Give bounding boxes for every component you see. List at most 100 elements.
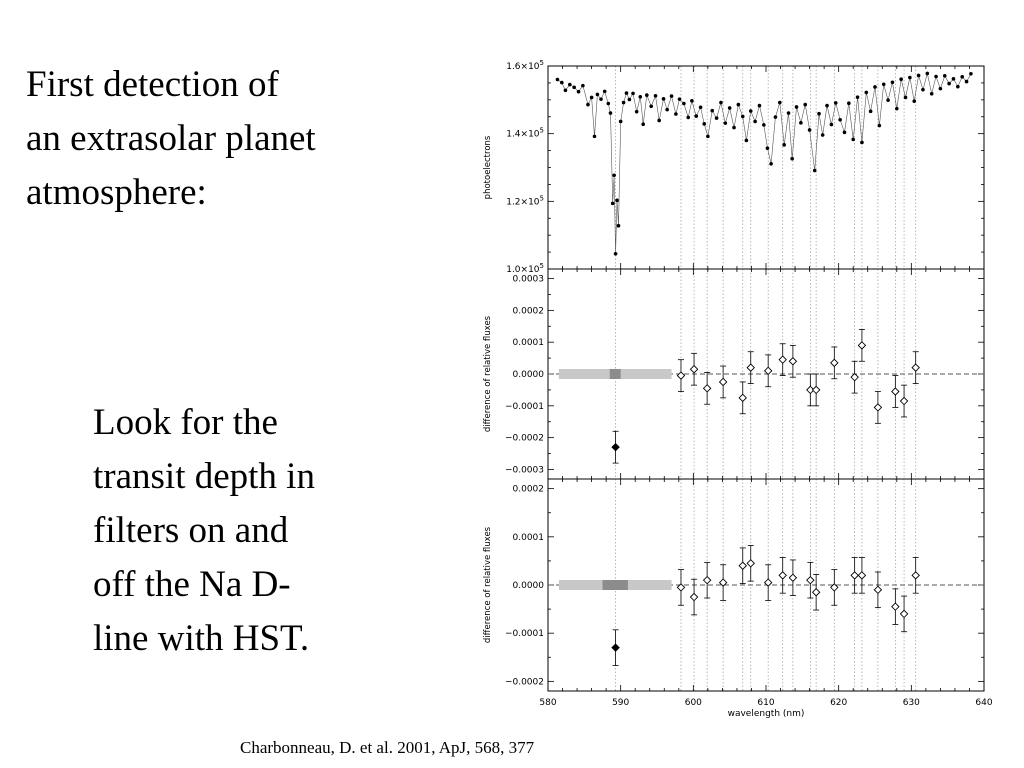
spectrum-point (786, 111, 791, 115)
y-tick-label: −0.0001 (505, 402, 544, 412)
spectrum-point (912, 99, 917, 103)
flux-difference-point (778, 571, 787, 580)
y-tick-label: 0.0001 (513, 338, 545, 348)
spectrum-point (794, 105, 799, 109)
figure-background (468, 52, 1000, 734)
spectrum-point (702, 122, 707, 126)
spectrum-point (807, 128, 812, 132)
spectrum-point (899, 77, 903, 81)
y-tick-label: 1.0×105 (506, 262, 544, 275)
spectrum-point (610, 201, 615, 206)
spectrum-point (934, 74, 938, 79)
spectrum-point (719, 100, 723, 105)
body-line: Look for the (93, 402, 278, 443)
flux-difference-point (891, 602, 900, 611)
spectrum-point (757, 103, 762, 108)
spectrum-point (572, 85, 576, 90)
spectrum-point (864, 90, 869, 95)
spectrum-point (698, 105, 703, 110)
spectrum-point (947, 81, 951, 86)
filter-band-core (602, 580, 628, 590)
spectrum-point (710, 108, 715, 113)
y-tick-label: 1.6×105 (506, 59, 544, 72)
spectrum-point (873, 85, 877, 89)
spectrum-point (903, 95, 908, 100)
spectrum-point (744, 138, 749, 143)
spectrum-point (690, 99, 694, 103)
flux-difference-point (850, 372, 859, 382)
spectrum-point (895, 106, 899, 111)
spectrum-point (612, 173, 616, 178)
body-line: transit depth in (93, 456, 315, 497)
spectrum-point (657, 118, 661, 123)
x-tick-label: 620 (830, 698, 847, 708)
flux-difference-point (830, 583, 839, 592)
spectrum-point (624, 91, 629, 95)
y-tick-label: 1.2×105 (506, 194, 544, 207)
y-tick-label: 0.0003 (513, 275, 545, 285)
filter-band-core (609, 369, 621, 379)
spectrum-point (727, 106, 732, 110)
flux-difference-point (702, 575, 712, 585)
spectrum-point (732, 125, 736, 130)
flux-difference-point (788, 357, 798, 366)
flux-difference-point (811, 587, 821, 597)
flux-difference-point (746, 559, 755, 568)
spectrum-point (736, 102, 741, 107)
body-line: off the Na D- (93, 564, 291, 605)
spectrum-point (790, 156, 794, 161)
spectrum-point (942, 74, 947, 78)
flux-difference-point (873, 585, 883, 595)
spectrum-point (661, 97, 666, 101)
spectrum-point (964, 79, 969, 84)
spectrum-point (613, 251, 618, 256)
x-tick-label: 580 (539, 698, 556, 708)
spectrum-point (820, 133, 825, 137)
slide-title: First detection of an extrasolar planet … (26, 58, 466, 220)
spectrum-point (618, 119, 623, 124)
spectrum-point (855, 95, 860, 99)
spectrum-point (833, 101, 838, 105)
y-tick-label: 0.0002 (513, 306, 545, 316)
spectrum-point (706, 134, 710, 139)
slide-body-text: Look for the transit depth in filters on… (93, 396, 453, 666)
spectrum-point (929, 91, 934, 96)
spectrum-point (778, 100, 782, 105)
spectrum-point (803, 102, 808, 107)
flux-difference-point (911, 363, 920, 372)
spectrum-point (576, 89, 581, 94)
flux-difference-point (746, 363, 755, 372)
spectrum-point (602, 89, 607, 94)
y-tick-label: 0.0001 (513, 533, 545, 543)
y-tick-label: 0.0000 (513, 581, 545, 591)
flux-difference-point (718, 377, 728, 387)
title-line: an extrasolar planet (26, 118, 316, 159)
spectrum-point (890, 80, 895, 85)
y-axis-label: photoelectrons (483, 135, 493, 199)
spectrum-point (723, 121, 728, 125)
spectrum-point (627, 97, 632, 102)
y-axis-label: difference of relative fluxes (483, 526, 493, 643)
spectrum-point (592, 134, 597, 139)
y-tick-label: −0.0002 (505, 434, 544, 444)
flux-difference-point (891, 387, 900, 396)
spectrum-point (921, 87, 925, 92)
spectrum-point (645, 93, 649, 97)
flux-difference-point (738, 561, 747, 570)
spectrum-point (686, 115, 691, 120)
spectrum-point (753, 119, 757, 124)
spectrum-point (555, 77, 560, 82)
flux-difference-point (911, 571, 920, 580)
spectrum-point (649, 104, 653, 109)
spectrum-point (762, 123, 766, 127)
spectrum-point (773, 115, 778, 119)
spectrum-point (886, 98, 890, 102)
spectrum-point (694, 114, 699, 118)
spectrum-point (616, 223, 621, 228)
spectrum-point (599, 97, 603, 101)
spectrum-point (665, 107, 669, 112)
spectrum-point (765, 146, 770, 151)
y-tick-label: 0.0002 (513, 485, 545, 495)
flux-difference-point (850, 571, 859, 580)
spectrum-point (960, 75, 964, 79)
